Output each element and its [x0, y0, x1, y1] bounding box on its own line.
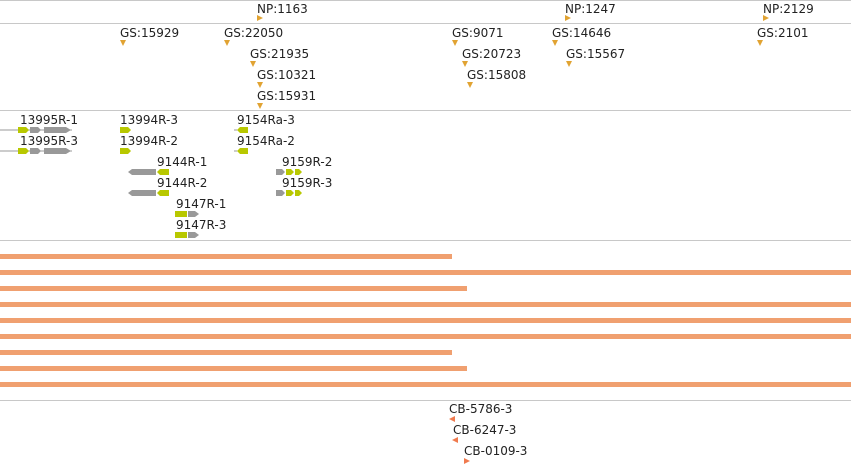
gs-label[interactable]: GS:2101	[757, 26, 809, 40]
gs-marker-icon[interactable]	[467, 82, 473, 88]
gs-marker-icon[interactable]	[757, 40, 763, 46]
gs-label[interactable]: GS:20723	[462, 47, 522, 61]
alignment-bar[interactable]	[0, 302, 851, 307]
cb-label[interactable]: CB-6247-3	[453, 423, 517, 437]
track-divider	[0, 400, 851, 401]
gs-label[interactable]: GS:15808	[467, 68, 527, 82]
cb-label[interactable]: CB-5786-3	[449, 402, 513, 416]
transcript-glyph-icon[interactable]	[0, 147, 80, 155]
track-divider	[0, 0, 851, 1]
alignment-bar[interactable]	[0, 270, 851, 275]
transcript-glyph-icon[interactable]	[276, 189, 306, 197]
np-marker-icon[interactable]	[763, 15, 769, 21]
gs-label[interactable]: GS:15929	[120, 26, 180, 40]
cb-marker-icon[interactable]	[464, 458, 470, 464]
transcript-glyph-icon[interactable]	[276, 168, 306, 176]
transcript-label[interactable]: 9159R-3	[282, 176, 333, 190]
gs-marker-icon[interactable]	[250, 61, 256, 67]
cb-label[interactable]: CB-0109-3	[464, 444, 528, 458]
alignment-bar[interactable]	[0, 254, 452, 259]
np-marker-icon[interactable]	[565, 15, 571, 21]
transcript-glyph-icon[interactable]	[128, 189, 172, 197]
gs-marker-icon[interactable]	[120, 40, 126, 46]
gs-marker-icon[interactable]	[257, 103, 263, 109]
gs-label[interactable]: GS:22050	[224, 26, 284, 40]
gs-label[interactable]: GS:14646	[552, 26, 612, 40]
transcript-label[interactable]: 9159R-2	[282, 155, 333, 169]
np-label[interactable]: NP:2129	[763, 2, 814, 16]
transcript-glyph-icon[interactable]	[128, 168, 172, 176]
gs-label[interactable]: GS:9071	[452, 26, 504, 40]
transcript-label[interactable]: 13994R-3	[120, 113, 178, 127]
gs-marker-icon[interactable]	[566, 61, 572, 67]
track-divider	[0, 110, 851, 111]
transcript-label[interactable]: 9144R-1	[157, 155, 208, 169]
alignment-bar[interactable]	[0, 334, 851, 339]
transcript-glyph-icon[interactable]	[175, 231, 203, 239]
gs-label[interactable]: GS:15931	[257, 89, 317, 103]
transcript-glyph-icon[interactable]	[234, 147, 250, 155]
transcript-label[interactable]: 9144R-2	[157, 176, 208, 190]
alignment-bar[interactable]	[0, 366, 467, 371]
gs-marker-icon[interactable]	[552, 40, 558, 46]
transcript-label[interactable]: 13994R-2	[120, 134, 178, 148]
gs-label[interactable]: GS:15567	[566, 47, 626, 61]
transcript-label[interactable]: 9147R-1	[176, 197, 227, 211]
alignment-bar[interactable]	[0, 350, 452, 355]
alignment-bar[interactable]	[0, 286, 467, 291]
gs-label[interactable]: GS:21935	[250, 47, 310, 61]
transcript-label[interactable]: 9154Ra-3	[237, 113, 295, 127]
track-divider	[0, 240, 851, 241]
gs-marker-icon[interactable]	[257, 82, 263, 88]
transcript-glyph-icon[interactable]	[120, 126, 134, 134]
transcript-label[interactable]: 13995R-1	[20, 113, 78, 127]
gs-marker-icon[interactable]	[452, 40, 458, 46]
alignment-bar[interactable]	[0, 318, 851, 323]
transcript-glyph-icon[interactable]	[234, 126, 250, 134]
np-label[interactable]: NP:1247	[565, 2, 616, 16]
gs-marker-icon[interactable]	[224, 40, 230, 46]
cb-marker-icon[interactable]	[449, 416, 455, 422]
transcript-glyph-icon[interactable]	[175, 210, 203, 218]
transcript-glyph-icon[interactable]	[120, 147, 134, 155]
transcript-glyph-icon[interactable]	[0, 126, 80, 134]
np-marker-icon[interactable]	[257, 15, 263, 21]
gs-marker-icon[interactable]	[462, 61, 468, 67]
transcript-label[interactable]: 9147R-3	[176, 218, 227, 232]
np-label[interactable]: NP:1163	[257, 2, 308, 16]
transcript-label[interactable]: 9154Ra-2	[237, 134, 295, 148]
alignment-bar[interactable]	[0, 382, 851, 387]
gs-label[interactable]: GS:10321	[257, 68, 317, 82]
cb-marker-icon[interactable]	[452, 437, 458, 443]
track-divider	[0, 23, 851, 24]
transcript-label[interactable]: 13995R-3	[20, 134, 78, 148]
